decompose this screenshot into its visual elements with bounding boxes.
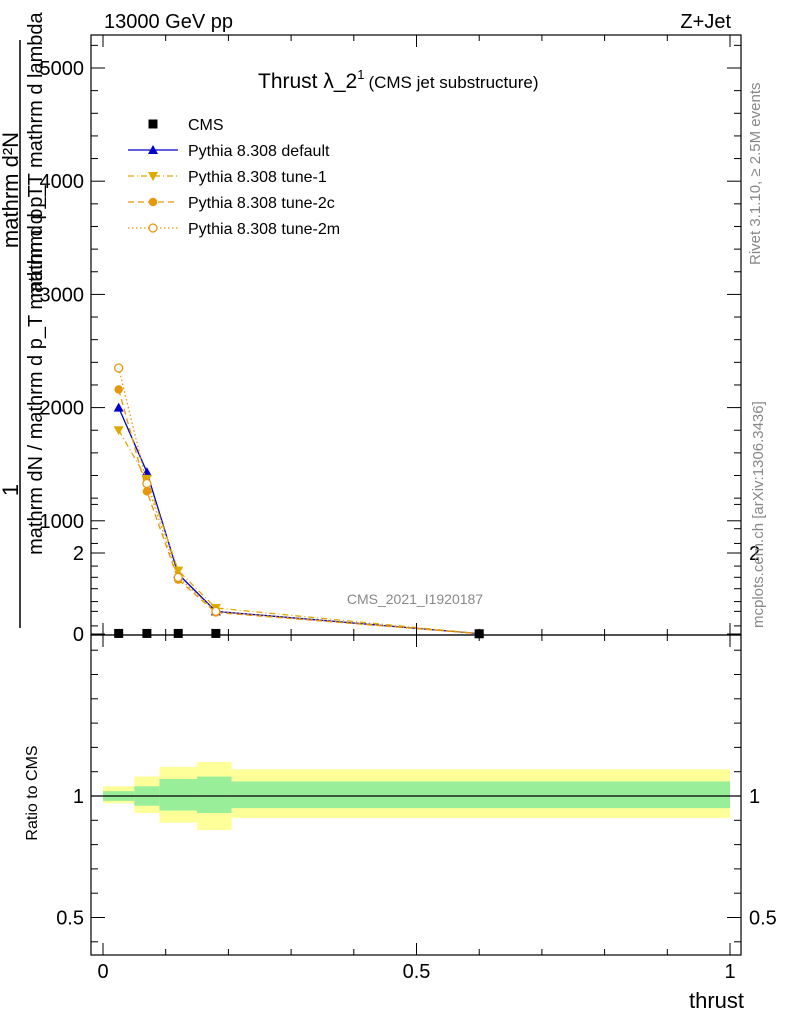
x-axis-label: thrust: [689, 988, 744, 1013]
y-tick-label: 4000: [40, 171, 85, 193]
data-point: [211, 628, 221, 638]
x-tick-label: 0: [97, 961, 108, 983]
energy-label: 13000 GeV pp: [104, 11, 233, 33]
data-point: [142, 628, 152, 638]
series-point: [114, 363, 124, 373]
plot-title: Thrust λ_21 (CMS jet substructure): [258, 67, 539, 93]
plot-title-superscript: 1: [357, 67, 364, 82]
y-axis-label: 1 mathrm dN / mathrm d p_T mathrm d p_T …: [0, 11, 47, 628]
x-tick-label: 1: [724, 961, 735, 983]
inner-band-bin: [197, 776, 232, 814]
legend-entry: CMS: [148, 117, 224, 134]
y-label-right-denominator: mathrm d p_T mathrm d lambda: [25, 11, 47, 297]
tick-labels: 0 0.5 1 0 1000 2000 3000 4000 5000 0.5 0.5 1 1 2 2: [40, 58, 777, 983]
legend-entry: Pythia 8.308 tune-2c: [128, 195, 335, 212]
inner-band-bin: [231, 781, 730, 809]
series-point: [113, 426, 124, 436]
series-point: [142, 487, 152, 496]
legend-marker: [148, 172, 158, 181]
ratio-tick-label-left: 2: [73, 543, 84, 565]
legend-label: Pythia 8.308 tune-1: [188, 169, 327, 186]
process-label: Z+Jet: [680, 11, 731, 33]
ratio-y-axis-label: Ratio to CMS: [24, 745, 41, 840]
legend: CMS Pythia 8.308 default Pythia 8.308 tune…: [128, 117, 340, 238]
series-point: [113, 402, 124, 412]
legend-marker: [148, 197, 158, 207]
series-line: [118, 367, 480, 635]
y-tick-label: 5000: [40, 58, 85, 80]
legend-marker: [148, 119, 158, 129]
legend-entry: Pythia 8.308 tune-2m: [128, 221, 340, 238]
series-point: [114, 385, 123, 394]
ratio-tick-label-right: 1: [749, 786, 760, 808]
y-tick-label: 3000: [40, 284, 85, 306]
data-point: [173, 628, 183, 638]
y-tick-label: 2000: [40, 398, 85, 420]
ratio-tick-label-left: 0.5: [56, 908, 84, 930]
y-label-right-numerator: mathrm d²N: [0, 132, 23, 248]
ratio-plot-frame: [90, 634, 742, 956]
axis-ticks: [91, 35, 741, 955]
ratio-uncertainty-bands: [103, 761, 730, 831]
y-label-denominator: mathrm dN / mathrm d p_T mathrm d p_T: [25, 185, 47, 555]
legend-marker: [148, 145, 158, 154]
series-point: [173, 572, 183, 583]
y-tick-label: 1000: [40, 511, 85, 533]
legend-label: CMS: [188, 117, 224, 134]
legend-label: Pythia 8.308 tune-2c: [188, 195, 335, 212]
ratio-tick-label-right: 2: [749, 543, 760, 565]
legend-entry: Pythia 8.308 tune-1: [128, 169, 327, 186]
ratio-tick-label-right: 0.5: [749, 908, 777, 930]
legend-entry: Pythia 8.308 default: [128, 143, 330, 160]
y-tick-label: 0: [73, 624, 84, 646]
mcplots-label: mcplots.cern.ch [arXiv:1306.3436]: [750, 401, 767, 628]
analysis-id: CMS_2021_I1920187: [347, 591, 483, 607]
plot-title-main: Thrust λ_2: [258, 70, 357, 93]
series-point: [211, 606, 221, 617]
data-point: [114, 628, 124, 638]
rivet-label: Rivet 3.1.10, ≥ 2.5M events: [747, 83, 764, 266]
inner-band-bin: [159, 778, 198, 811]
legend-marker: [148, 223, 158, 233]
legend-label: Pythia 8.308 default: [188, 143, 330, 160]
data-points: [114, 628, 484, 639]
y-label-numerator: 1: [0, 484, 23, 496]
series-line: [118, 389, 480, 635]
x-tick-label: 0.5: [403, 961, 431, 983]
plot-subtitle: (CMS jet substructure): [368, 73, 538, 92]
series-point: [142, 478, 152, 489]
ratio-tick-label-left: 1: [73, 786, 84, 808]
legend-label: Pythia 8.308 tune-2m: [188, 221, 340, 238]
